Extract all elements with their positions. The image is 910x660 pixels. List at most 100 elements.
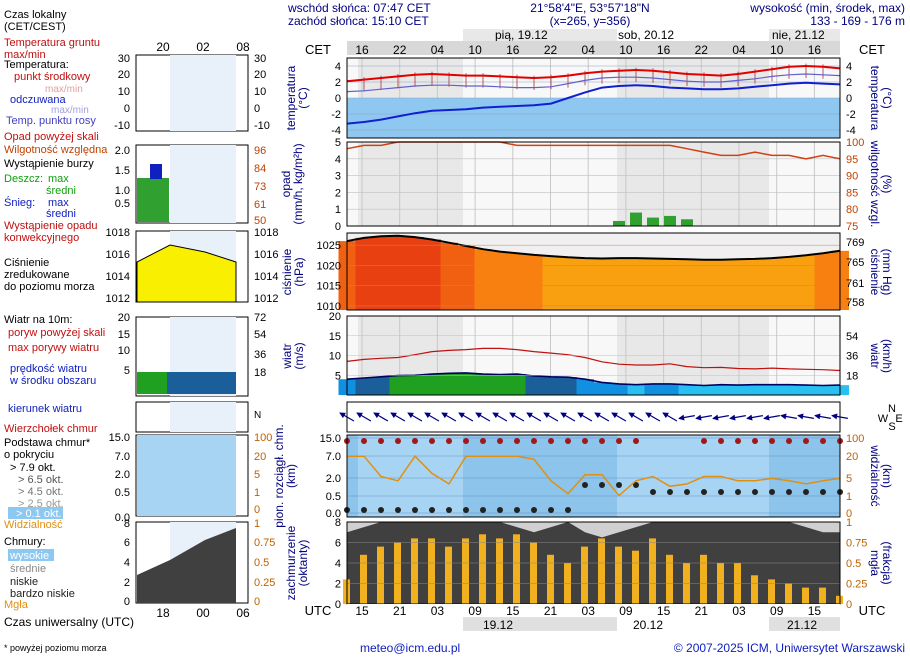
fog-y-tick: 1 — [846, 517, 852, 529]
wind-arrow — [441, 412, 457, 422]
legend-wind-tick: 15 — [118, 329, 130, 341]
cet-tick: 22 — [393, 43, 407, 57]
pres-y-tick: 1010 — [317, 301, 341, 313]
cloud-top-dot — [463, 438, 469, 444]
precip-y-tick: 4 — [335, 154, 341, 166]
fog-bar — [802, 587, 809, 604]
cloud-base-dot — [820, 489, 826, 495]
pres-y-tick: 1025 — [317, 240, 341, 252]
wind-arrow — [814, 413, 831, 420]
wind-bar — [355, 378, 373, 395]
rain-bar — [630, 212, 642, 226]
fog-bar — [751, 575, 758, 604]
cloud-top-dot — [616, 438, 622, 444]
wind-arrow — [729, 414, 746, 421]
legend-fog-tick: 1 — [254, 518, 260, 530]
wind-bar — [525, 376, 543, 395]
cet-tick: 16 — [657, 43, 671, 57]
wind-dir-panel — [339, 402, 848, 432]
legend-soil-temp: Temperatura gruntu max/min — [4, 37, 100, 61]
wind-bar — [474, 374, 492, 395]
legend-utc-tick: 18 — [156, 606, 170, 620]
legend-perceived-maxmin: max/min — [51, 105, 89, 116]
legend-fog: Mgła — [4, 599, 29, 611]
legend-temp-tick: 20 — [118, 69, 130, 81]
fog-bar — [649, 538, 656, 604]
cet-tick: 22 — [695, 43, 709, 57]
cloud-y-tick: 0.0 — [326, 508, 341, 520]
fog-bar — [428, 538, 435, 604]
cloud-base-dot — [378, 507, 384, 513]
temp-y-tick-right: -4 — [846, 125, 856, 137]
cloud-base-dot — [548, 507, 554, 513]
wind-bar — [457, 372, 475, 395]
cov-axis-label-left: zachmurzenie(oktanty) — [284, 525, 310, 600]
hum-y-tick: 75 — [846, 221, 858, 233]
cloud-base-dot — [718, 489, 724, 495]
legend-rain-avg: średni — [46, 185, 76, 197]
cloud-top-dot — [361, 438, 367, 444]
wind-bar — [542, 376, 560, 395]
wind-arrow — [763, 414, 780, 421]
coords-text: 21°58'4"E, 53°57'18"N — [530, 1, 649, 15]
wind-arrow — [492, 412, 508, 422]
fog-bar — [581, 546, 588, 604]
legend-wind-kmh-tick: 18 — [254, 367, 266, 379]
legend-snow-max: max — [48, 197, 69, 209]
cet-tick: 10 — [619, 43, 633, 57]
cet-tick: 16 — [506, 43, 520, 57]
wind-bar — [712, 384, 730, 395]
legend-gust-max: max porywy wiatru — [8, 342, 99, 354]
legend-humidity: Wilgotność względna — [4, 144, 108, 156]
temp-y-tick: 4 — [335, 61, 341, 73]
coverage-panel — [343, 521, 843, 605]
legend-base-tick: 7.0 — [115, 451, 130, 463]
utc-tick: 15 — [657, 604, 671, 618]
hum-y-tick: 90 — [846, 171, 858, 183]
precip-y-tick: 2 — [335, 187, 341, 199]
fog-bar — [513, 534, 520, 604]
day-label-1: pią, 19.12 — [495, 28, 548, 42]
legend-vis-tick: 1 — [254, 487, 260, 499]
cloud-base-dot — [599, 482, 605, 488]
legend-temp-maxmin: max/min — [45, 84, 83, 95]
utc-date-1: 19.12 — [483, 618, 513, 632]
legend-vis-tick: 100 — [254, 432, 272, 444]
utc-tick: 21 — [393, 604, 407, 618]
cloud-base-dot — [769, 489, 775, 495]
legend-pres-tick-right: 1014 — [254, 271, 278, 283]
fog-bar — [700, 554, 707, 604]
visibility-line — [347, 455, 841, 497]
temp-y-tick-right: 0 — [846, 93, 852, 105]
pres-y-tick: 1020 — [317, 260, 341, 272]
legend-visibility: Widzialność — [4, 519, 63, 531]
legend-temp-mid: punkt środkowy — [14, 71, 91, 83]
fog-bar — [411, 538, 418, 604]
fog-bar — [496, 538, 503, 604]
legend-cloud-tick: 2 — [124, 577, 130, 589]
cloud-top-dot — [531, 438, 537, 444]
utc-tick: 03 — [431, 604, 445, 618]
legend-hum-tick: 73 — [254, 181, 266, 193]
legend-precip-tick: 0.5 — [115, 198, 130, 210]
legend-base-tick: 0.0 — [115, 512, 130, 524]
cloud-base-dot — [412, 507, 418, 513]
wind-arrow — [645, 412, 661, 422]
legend-temp-tick-right: 10 — [254, 86, 266, 98]
legend-cl-high: wysokie — [9, 550, 49, 562]
legend-storm: Wystąpienie burzy — [4, 158, 94, 170]
day-label-3: nie, 21.12 — [772, 28, 825, 42]
wind-arrow — [611, 412, 627, 422]
legend-wind-kmh-tick: 72 — [254, 312, 266, 324]
pressure-bar — [474, 249, 492, 310]
cov-axis-label-right: (frakcja)mgła — [868, 541, 894, 584]
legend-pres-tick: 1012 — [106, 293, 130, 305]
legend-perceived: odczuwana — [10, 94, 67, 106]
pressure-bar — [627, 258, 645, 310]
legend-cloud-tick: 6 — [124, 537, 130, 549]
legend-cloud-tick: 8 — [124, 518, 130, 530]
legend-precip-tick: 1.0 — [115, 185, 130, 197]
pres-y-tick-right: 758 — [846, 297, 864, 309]
legend-fog-tick: 0.75 — [254, 537, 275, 549]
legend-vis-tick: 5 — [254, 469, 260, 481]
